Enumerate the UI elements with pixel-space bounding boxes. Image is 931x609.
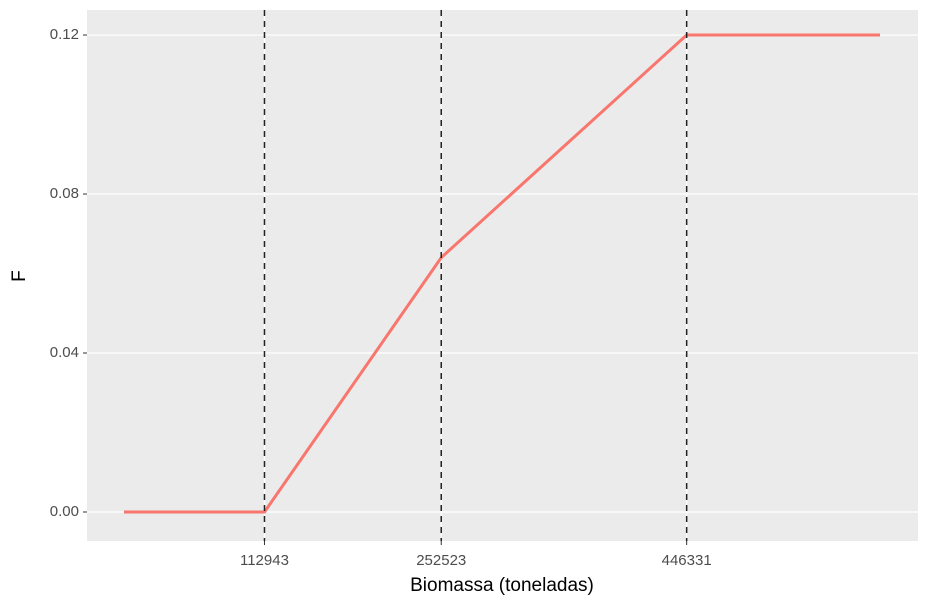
y-tick-label: 0.04 — [50, 344, 79, 361]
y-tick-label: 0.00 — [50, 503, 79, 520]
y-axis-title: F — [9, 270, 30, 282]
y-tick-label: 0.12 — [50, 26, 79, 43]
x-tick-label: 112943 — [240, 552, 289, 569]
x-tick-label: 446331 — [662, 552, 712, 569]
x-axis-title: Biomassa (toneladas) — [410, 575, 594, 596]
x-tick-label: 252523 — [416, 552, 466, 569]
y-tick-label: 0.08 — [50, 185, 79, 202]
panel — [87, 10, 918, 541]
